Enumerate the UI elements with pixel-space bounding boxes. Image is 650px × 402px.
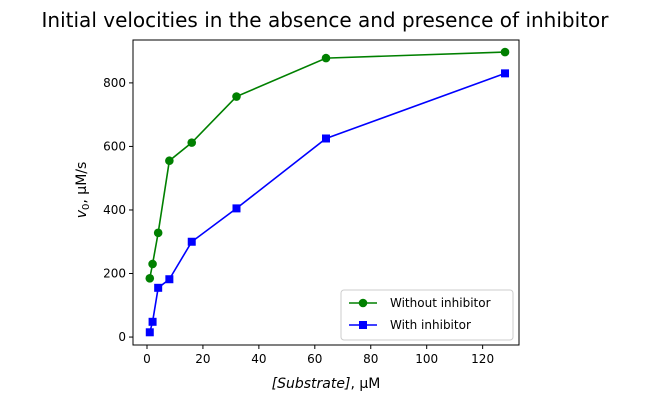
legend-label: With inhibitor [390, 318, 471, 332]
x-axis-label-suffix: , μM [350, 376, 380, 392]
data-point [145, 273, 155, 283]
data-point [187, 237, 196, 246]
legend-item: With inhibitor [349, 318, 471, 332]
data-point [154, 283, 163, 292]
data-point [165, 156, 174, 166]
x-axis-label-prefix: [Substrate] [272, 376, 351, 392]
plot-frame [132, 39, 520, 346]
series-line [149, 72, 506, 333]
y-tick-label: 200 [103, 267, 126, 281]
y-axis-label-sub: 0 [81, 204, 92, 210]
y-tick-label: 600 [103, 139, 126, 153]
x-axis: 0 20 40 60 80 100 120 [143, 345, 494, 366]
x-tick-label: 120 [471, 352, 494, 366]
series-without-inhibitor [145, 47, 510, 283]
x-tick-label: 100 [415, 352, 438, 366]
data-point [148, 317, 157, 326]
series-with-inhibitor [145, 69, 510, 337]
y-axis-label-var: v [74, 209, 90, 218]
y-tick-label: 0 [118, 330, 126, 344]
data-point [153, 228, 163, 238]
y-tick-label: 400 [103, 203, 126, 217]
data-point [501, 69, 510, 78]
x-tick-label: 60 [307, 352, 322, 366]
x-tick-label: 20 [195, 352, 210, 366]
series-line [148, 51, 506, 279]
data-point [232, 92, 241, 101]
x-tick-label: 40 [251, 352, 266, 366]
x-tick-label: 0 [143, 352, 151, 366]
plot-area [132, 39, 520, 346]
data-point [232, 204, 241, 213]
x-tick-label: 80 [363, 352, 378, 366]
legend-marker [359, 321, 367, 329]
data-point [500, 47, 510, 57]
legend-item: Without inhibitor [349, 296, 491, 310]
y-axis: 0 200 400 600 800 [103, 76, 133, 344]
legend: Without inhibitor With inhibitor [340, 289, 514, 341]
data-point [148, 259, 157, 269]
data-point [165, 275, 174, 284]
x-axis-label: [Substrate], μM [272, 376, 381, 392]
y-tick-label: 800 [103, 76, 126, 90]
chart-title: Initial velocities in the absence and pr… [42, 8, 610, 32]
y-axis-label-unit: , μM/s [74, 162, 90, 204]
y-axis-label: v0, μM/s [74, 162, 92, 219]
data-point [321, 53, 331, 63]
data-point [322, 134, 330, 143]
data-point [187, 138, 197, 147]
legend-label: Without inhibitor [390, 296, 491, 310]
legend-frame [340, 289, 514, 341]
data-point [145, 328, 154, 337]
legend-marker [358, 298, 368, 308]
